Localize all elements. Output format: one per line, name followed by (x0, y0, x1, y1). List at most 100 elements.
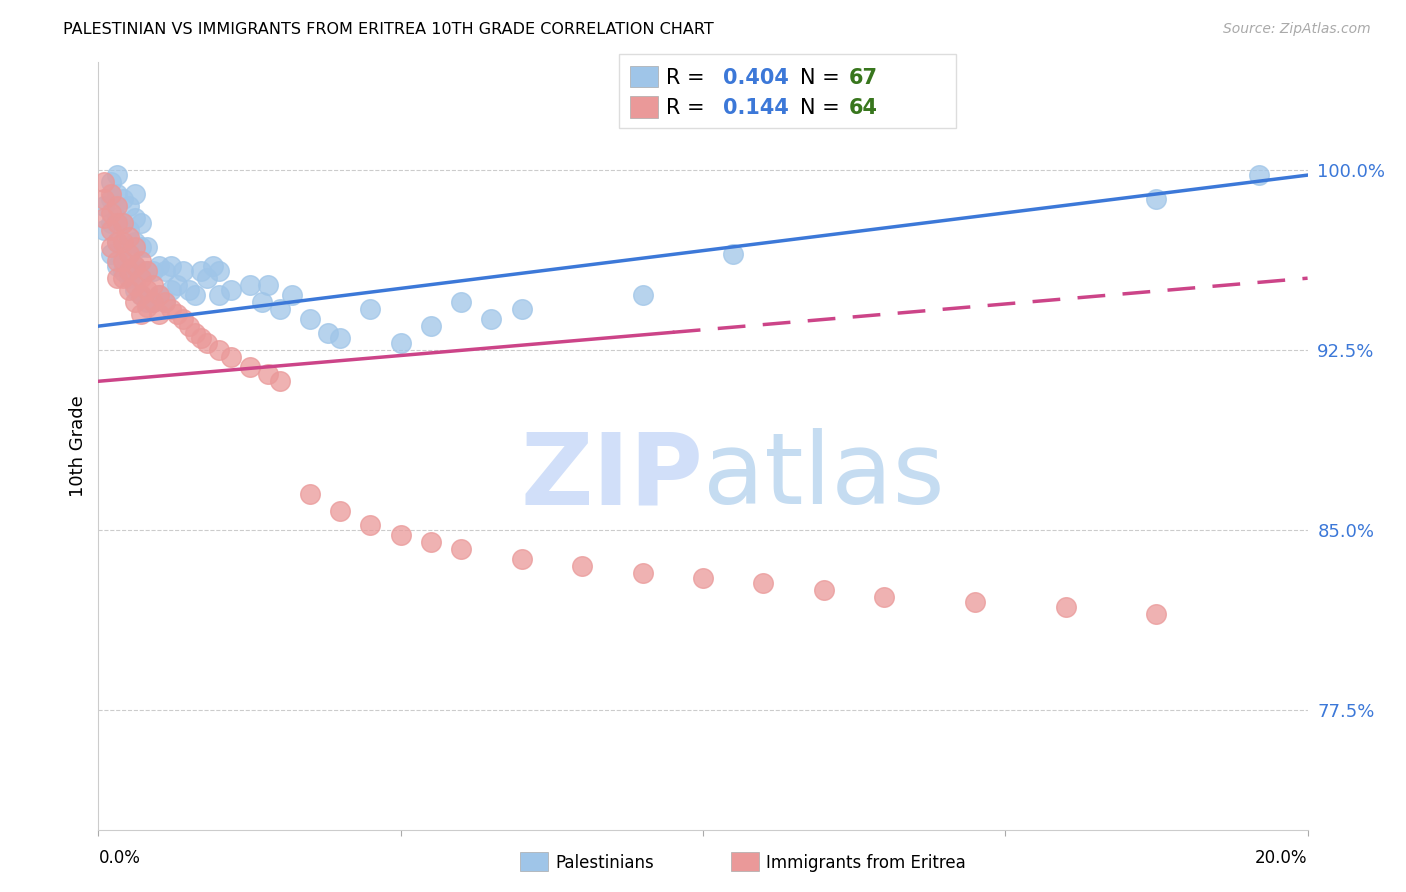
Point (510, 302, 533, 317)
Point (100, 187, 122, 202)
Point (420, 319, 443, 334)
Point (111, 264, 134, 278)
Point (118, 283, 141, 297)
Point (160, 283, 183, 297)
Text: N =: N = (800, 98, 846, 118)
Point (179, 283, 201, 297)
Point (100, 240, 122, 254)
Point (124, 283, 146, 297)
Point (481, 312, 503, 326)
Point (129, 254, 152, 268)
Point (111, 240, 134, 254)
Text: PALESTINIAN VS IMMIGRANTS FROM ERITREA 10TH GRADE CORRELATION CHART: PALESTINIAN VS IMMIGRANTS FROM ERITREA 1… (63, 22, 714, 37)
Point (118, 247, 141, 261)
Point (105, 187, 128, 202)
Point (160, 259, 183, 273)
Point (190, 331, 212, 345)
Point (118, 199, 141, 213)
Point (179, 319, 201, 334)
Point (118, 223, 141, 237)
Point (208, 343, 231, 357)
Point (1144, 607, 1167, 621)
Point (100, 247, 122, 261)
Point (148, 307, 170, 321)
Point (105, 216, 128, 230)
Point (389, 527, 412, 541)
Point (118, 230, 141, 244)
Point (124, 235, 146, 250)
Point (202, 259, 225, 273)
Point (129, 307, 152, 321)
Point (510, 551, 533, 566)
Point (329, 331, 352, 345)
Text: 64: 64 (849, 98, 879, 118)
Point (184, 288, 207, 302)
Point (208, 264, 231, 278)
Point (100, 175, 122, 189)
Point (316, 326, 339, 341)
Point (124, 278, 146, 293)
Point (221, 351, 243, 365)
Point (148, 259, 170, 273)
Text: atlas: atlas (703, 428, 945, 525)
Point (250, 295, 273, 310)
Text: R =: R = (666, 68, 711, 87)
Point (105, 235, 128, 250)
Point (124, 259, 146, 273)
Point (153, 295, 176, 310)
Point (195, 335, 218, 350)
Point (195, 271, 218, 285)
Point (752, 575, 775, 590)
Point (100, 223, 122, 237)
Point (124, 211, 146, 226)
Point (571, 558, 593, 573)
Point (129, 271, 152, 285)
Y-axis label: 10th Grade: 10th Grade (69, 395, 87, 497)
Point (111, 216, 134, 230)
Point (1144, 192, 1167, 206)
Point (142, 295, 165, 310)
Point (105, 235, 128, 250)
Point (813, 582, 835, 597)
Point (135, 264, 157, 278)
Point (129, 288, 152, 302)
Text: R =: R = (666, 98, 711, 118)
Point (239, 359, 262, 374)
Point (420, 534, 443, 549)
Text: 0.404: 0.404 (723, 68, 789, 87)
Point (299, 312, 322, 326)
Point (172, 312, 194, 326)
Point (299, 487, 322, 501)
Point (135, 300, 157, 314)
Text: 20.0%: 20.0% (1256, 849, 1308, 867)
Text: 0.144: 0.144 (723, 98, 789, 118)
Point (129, 240, 152, 254)
Point (105, 199, 128, 213)
Point (111, 192, 134, 206)
Point (184, 326, 207, 341)
Point (105, 271, 128, 285)
Point (148, 288, 170, 302)
Text: Palestinians: Palestinians (555, 854, 654, 871)
Point (256, 278, 278, 293)
Point (142, 295, 165, 310)
Point (105, 259, 128, 273)
Text: ZIP: ZIP (520, 428, 703, 525)
Point (135, 240, 157, 254)
Point (965, 595, 987, 609)
Point (148, 288, 170, 302)
Point (111, 271, 134, 285)
Point (269, 302, 291, 317)
Point (124, 187, 146, 202)
Text: 0.0%: 0.0% (98, 849, 141, 867)
Point (105, 211, 128, 226)
Text: 67: 67 (849, 68, 879, 87)
Point (129, 216, 152, 230)
Point (100, 216, 122, 230)
Point (256, 367, 278, 381)
Point (166, 278, 188, 293)
Point (105, 168, 128, 182)
Point (873, 590, 896, 604)
Point (100, 192, 122, 206)
Text: Source: ZipAtlas.com: Source: ZipAtlas.com (1223, 22, 1371, 37)
